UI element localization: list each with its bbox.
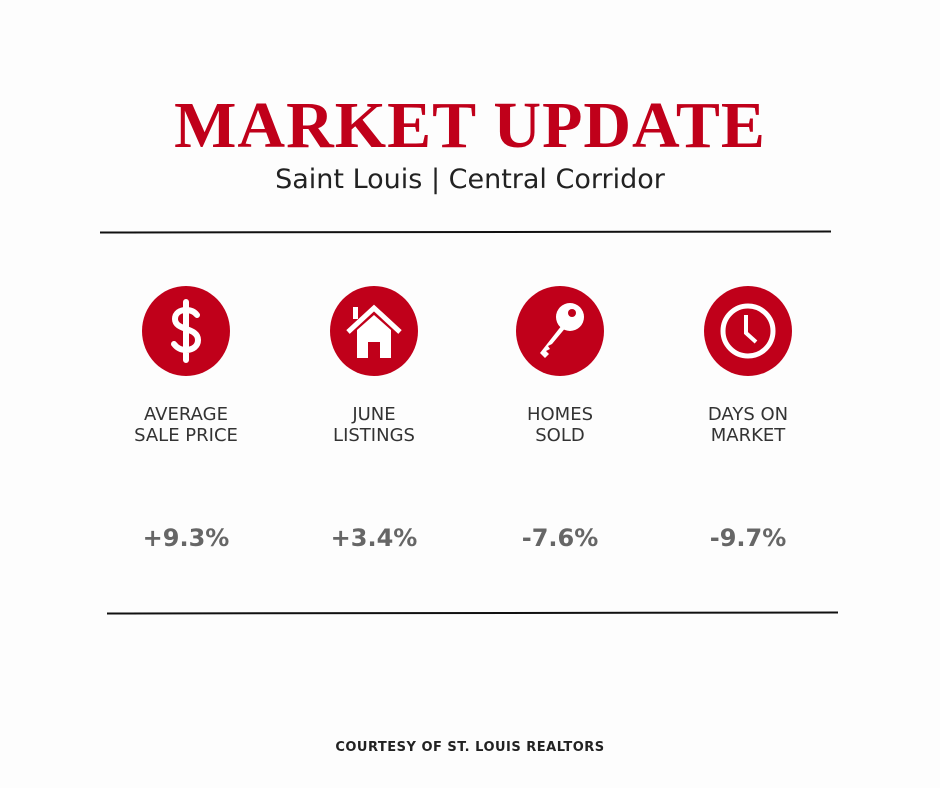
stat-days-on-market: DAYS ON MARKET -9.7% (648, 286, 848, 552)
stat-label: AVERAGE (144, 404, 228, 425)
stat-homes-sold: HOMES SOLD -7.6% (460, 286, 660, 552)
stat-label: SALE PRICE (134, 425, 238, 446)
stat-value: -9.7% (709, 524, 787, 552)
bottom-divider (106, 611, 839, 615)
key-icon (516, 286, 604, 376)
stat-value: -7.6% (521, 524, 599, 552)
house-icon (330, 286, 418, 376)
stat-label: MARKET (710, 425, 786, 446)
stat-label: HOMES (526, 404, 594, 425)
stat-value: +3.4% (330, 524, 418, 552)
stat-label: DAYS ON (707, 404, 789, 425)
stat-average-sale-price: AVERAGE SALE PRICE +9.3% (86, 286, 286, 552)
dollar-icon (142, 286, 230, 376)
stat-label: LISTINGS (333, 425, 415, 446)
stat-value: +9.3% (142, 524, 230, 552)
page-subtitle: Saint Louis | Central Corridor (275, 164, 665, 195)
top-divider (99, 230, 832, 234)
page-title: MARKET UPDATE (174, 89, 766, 162)
footer-credit: COURTESY OF ST. LOUIS REALTORS (335, 740, 605, 755)
stat-june-listings: JUNE LISTINGS +3.4% (274, 286, 474, 552)
stat-label: SOLD (535, 425, 585, 446)
clock-icon (704, 286, 792, 376)
stat-label: JUNE (352, 404, 396, 425)
